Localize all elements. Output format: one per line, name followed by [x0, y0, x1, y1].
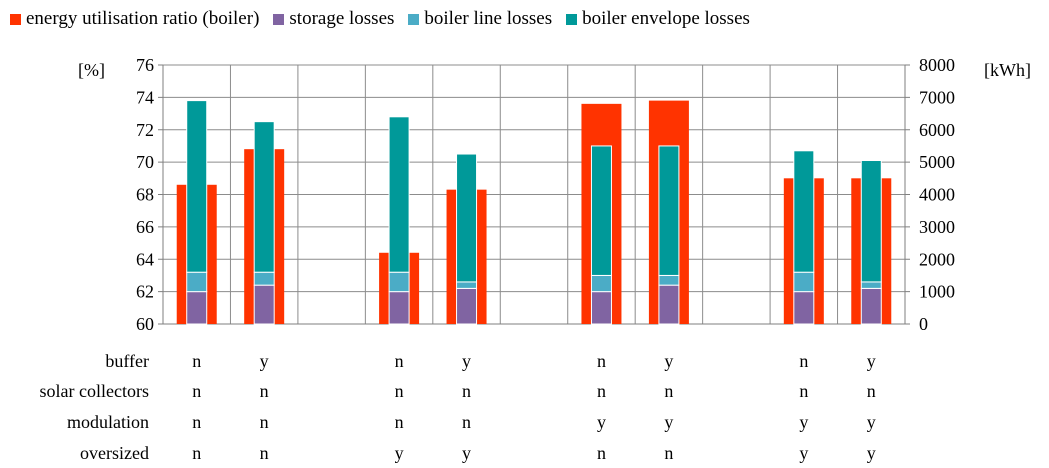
table-cell: y [395, 443, 404, 463]
table-cell: y [664, 412, 673, 432]
envelope-segment [793, 150, 815, 273]
storage-segment [253, 284, 275, 325]
envelope-segment [388, 116, 410, 273]
line-segment [590, 274, 612, 293]
table-cell: n [395, 381, 404, 401]
table-cell: n [260, 443, 269, 463]
storage-segment [860, 287, 882, 325]
legend-item-envelope: boiler envelope losses [566, 8, 750, 30]
right-tick-label: 5000 [919, 152, 955, 172]
right-axis-unit: [kWh] [984, 60, 1031, 80]
legend-item-line: boiler line losses [408, 8, 552, 30]
table-row-label: modulation [67, 412, 149, 432]
table-cell: y [462, 443, 471, 463]
right-tick-label: 1000 [919, 282, 955, 302]
line-segment [388, 271, 410, 293]
left-tick-label: 64 [136, 249, 154, 269]
table-cell: n [395, 351, 404, 371]
line-segment [186, 271, 208, 293]
legend-swatch-line [408, 13, 420, 25]
envelope-segment [186, 100, 208, 273]
table-cell: n [192, 412, 201, 432]
legend-label-storage: storage losses [289, 8, 395, 29]
table-cell: n [867, 381, 876, 401]
right-tick-label: 0 [919, 314, 928, 334]
table-cell: y [867, 412, 876, 432]
table-cell: n [799, 351, 808, 371]
envelope-segment [456, 153, 478, 283]
left-tick-label: 70 [136, 152, 154, 172]
right-tick-label: 7000 [919, 87, 955, 107]
left-tick-label: 60 [136, 314, 154, 334]
line-segment [860, 281, 882, 289]
table-cell: y [597, 412, 606, 432]
table-cell: n [260, 381, 269, 401]
right-tick-label: 4000 [919, 185, 955, 205]
table-row-label: buffer [105, 351, 149, 371]
table-cell: n [192, 351, 201, 371]
table-cell: n [597, 443, 606, 463]
envelope-segment [658, 145, 680, 276]
legend-item-storage: storage losses [273, 8, 394, 30]
left-tick-label: 72 [136, 120, 154, 140]
right-tick-label: 2000 [919, 249, 955, 269]
table-cell: y [260, 351, 269, 371]
left-axis-unit: [%] [78, 60, 105, 80]
table-cell: n [260, 412, 269, 432]
left-tick-label: 62 [136, 282, 154, 302]
storage-segment [590, 291, 612, 325]
left-tick-label: 74 [136, 87, 154, 107]
table-cell: y [462, 351, 471, 371]
storage-segment [388, 291, 410, 325]
table-cell: n [597, 381, 606, 401]
right-tick-label: 6000 [919, 120, 955, 140]
table-cell: n [395, 412, 404, 432]
table-cell: n [799, 381, 808, 401]
table-cell: n [664, 381, 673, 401]
table-cell: y [799, 443, 808, 463]
right-tick-label: 3000 [919, 217, 955, 237]
left-tick-label: 76 [136, 55, 154, 75]
table-cell: n [597, 351, 606, 371]
table-row-label: solar collectors [40, 381, 149, 401]
line-segment [456, 281, 478, 289]
envelope-segment [860, 160, 882, 283]
table-cell: n [462, 412, 471, 432]
legend-label-line: boiler line losses [424, 8, 553, 29]
table-cell: y [867, 443, 876, 463]
legend-swatch-storage [273, 13, 285, 25]
left-tick-label: 66 [136, 217, 154, 237]
table-cell: y [867, 351, 876, 371]
storage-segment [658, 284, 680, 325]
envelope-segment [590, 145, 612, 276]
envelope-segment [253, 121, 275, 273]
storage-segment [793, 291, 815, 325]
table-cell: n [664, 443, 673, 463]
table-cell: n [192, 443, 201, 463]
legend-swatch-envelope [566, 13, 578, 25]
legend-label-envelope: boiler envelope losses [582, 8, 750, 29]
chart-legend: energy utilisation ratio (boiler) storag… [0, 6, 754, 32]
table-cell: y [664, 351, 673, 371]
legend-label-ratio: energy utilisation ratio (boiler) [26, 8, 260, 29]
storage-segment [186, 291, 208, 325]
table-row-label: oversized [80, 443, 149, 463]
left-tick-label: 68 [136, 185, 154, 205]
storage-segment [456, 287, 478, 325]
table-cell: y [799, 412, 808, 432]
line-segment [793, 271, 815, 293]
line-segment [658, 274, 680, 286]
legend-swatch-ratio [10, 13, 21, 25]
line-segment [253, 271, 275, 286]
right-tick-label: 8000 [919, 55, 955, 75]
table-cell: n [192, 381, 201, 401]
table-cell: n [462, 381, 471, 401]
legend-item-ratio: energy utilisation ratio (boiler) [10, 8, 259, 30]
